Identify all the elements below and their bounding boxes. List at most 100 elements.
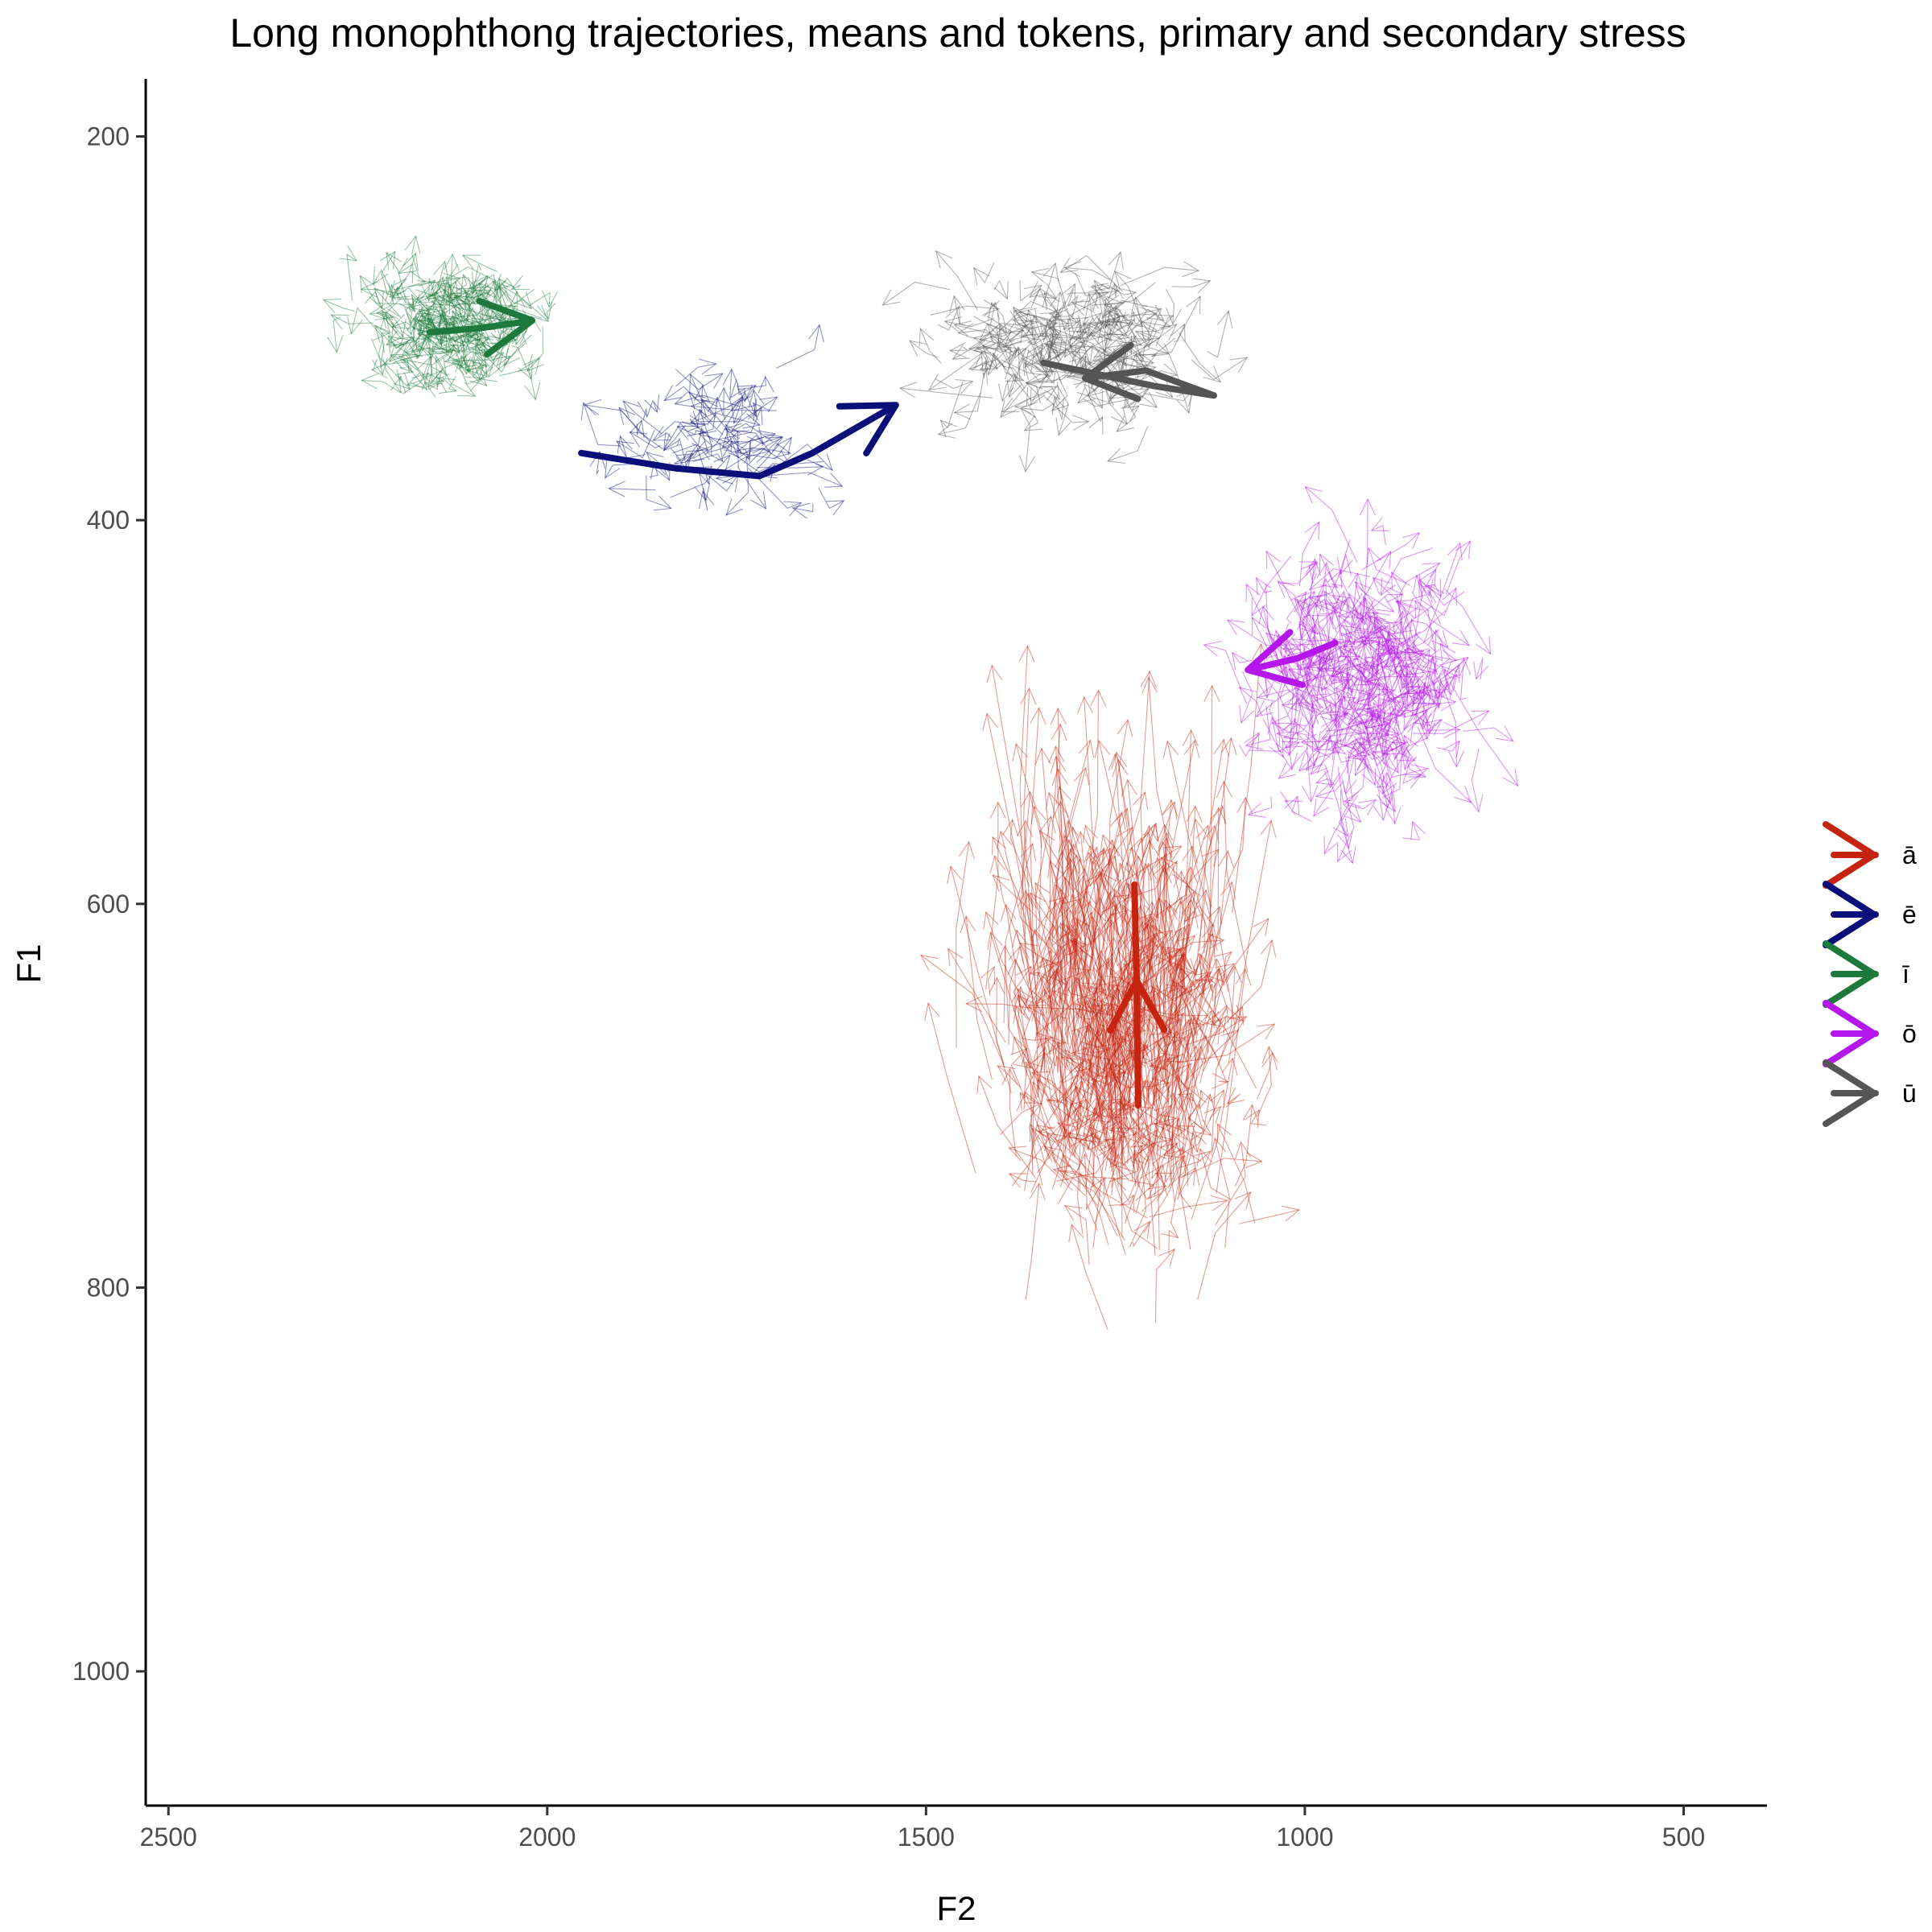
token-arrowhead bbox=[361, 373, 379, 390]
token-line bbox=[1251, 617, 1278, 668]
token-line bbox=[1352, 665, 1397, 704]
token-arrowhead bbox=[1201, 932, 1218, 952]
token-line bbox=[1147, 1075, 1157, 1256]
token-arrowhead bbox=[1382, 707, 1398, 726]
token-arrowhead bbox=[1410, 690, 1427, 708]
token-arrowhead bbox=[1096, 957, 1113, 976]
token-arrowhead bbox=[1265, 550, 1282, 569]
token-arrowhead bbox=[1410, 764, 1430, 781]
token-arrowhead bbox=[1119, 1194, 1134, 1213]
token-line bbox=[1034, 988, 1119, 1142]
token-arrowhead bbox=[1294, 691, 1311, 711]
token-arrowhead bbox=[1156, 836, 1173, 856]
token-arrowhead bbox=[1117, 1097, 1134, 1117]
token-line bbox=[1080, 1004, 1113, 1020]
token-line bbox=[1063, 923, 1141, 1187]
token-arrowhead bbox=[1112, 1019, 1129, 1038]
token-arrowhead bbox=[1414, 649, 1430, 668]
token-line bbox=[407, 347, 436, 386]
token-line bbox=[1109, 1133, 1114, 1158]
token-line bbox=[1369, 631, 1393, 668]
token-line bbox=[1192, 1015, 1214, 1072]
token-line bbox=[1385, 609, 1447, 654]
token-line bbox=[1050, 316, 1059, 325]
legend-label: ū bbox=[1902, 1079, 1917, 1108]
token-arrowhead bbox=[1236, 796, 1253, 815]
token-line bbox=[1071, 937, 1095, 960]
token-arrowhead bbox=[1081, 1042, 1098, 1061]
token-arrowhead bbox=[1418, 578, 1434, 597]
token-line bbox=[1400, 658, 1412, 680]
token-arrowhead bbox=[1232, 651, 1249, 671]
token-line bbox=[663, 424, 686, 451]
token-line bbox=[1135, 897, 1183, 981]
token-line bbox=[1074, 869, 1104, 1056]
token-line bbox=[1297, 661, 1309, 708]
token-line bbox=[1382, 698, 1399, 774]
token-line bbox=[369, 312, 401, 338]
token-line bbox=[1177, 982, 1197, 1043]
token-arrowhead bbox=[1176, 1125, 1195, 1141]
token-arrowhead bbox=[1052, 800, 1069, 819]
token-line bbox=[1340, 790, 1353, 864]
token-line bbox=[528, 291, 551, 308]
token-line bbox=[1113, 1060, 1141, 1170]
token-line bbox=[1404, 658, 1438, 695]
token-line bbox=[1107, 1071, 1124, 1128]
token-line bbox=[1098, 741, 1135, 880]
token-arrowhead bbox=[1398, 661, 1415, 679]
token-arrowhead bbox=[1307, 623, 1323, 642]
token-line bbox=[1077, 1029, 1105, 1111]
token-line bbox=[1055, 756, 1077, 915]
token-arrowhead bbox=[461, 355, 478, 374]
token-line bbox=[417, 319, 438, 336]
token-arrowhead bbox=[1059, 309, 1079, 325]
token-arrowhead bbox=[1451, 630, 1471, 646]
token-arrowhead bbox=[1111, 1050, 1128, 1069]
token-arrowhead bbox=[410, 372, 428, 391]
token-line bbox=[1377, 654, 1384, 671]
legend-item: ō bbox=[1823, 1000, 1917, 1067]
token-arrowhead bbox=[1112, 888, 1128, 907]
token-arrowhead bbox=[1426, 668, 1443, 687]
token-line bbox=[434, 318, 488, 332]
token-arrowhead bbox=[393, 372, 411, 390]
token-arrowhead bbox=[1335, 687, 1352, 705]
token-arrowhead bbox=[1088, 1131, 1104, 1150]
token-line bbox=[1060, 924, 1078, 1000]
token-line bbox=[461, 310, 494, 327]
token-arrowhead bbox=[1087, 1004, 1106, 1020]
token-arrowhead bbox=[1110, 984, 1129, 1001]
token-arrowhead bbox=[1034, 1046, 1051, 1065]
token-arrowhead bbox=[471, 332, 489, 349]
token-arrowhead bbox=[1361, 767, 1377, 786]
token-arrowhead bbox=[1307, 669, 1322, 689]
token-arrowhead bbox=[1165, 1008, 1182, 1027]
token-line bbox=[979, 323, 1026, 341]
token-line bbox=[1393, 620, 1457, 662]
token-line bbox=[1102, 1024, 1117, 1102]
token-arrowhead bbox=[1006, 379, 1022, 398]
token-arrowhead bbox=[1070, 939, 1088, 957]
token-line bbox=[1043, 366, 1056, 385]
token-arrowhead bbox=[1315, 783, 1334, 799]
token-arrowhead bbox=[1337, 609, 1356, 626]
token-line bbox=[1282, 701, 1323, 708]
token-line bbox=[1436, 741, 1460, 752]
token-line bbox=[1022, 325, 1051, 357]
token-line bbox=[757, 466, 824, 469]
token-line bbox=[1083, 395, 1142, 407]
token-line bbox=[1133, 312, 1161, 334]
token-arrowhead bbox=[1152, 939, 1169, 959]
token-arrowhead bbox=[1168, 896, 1184, 915]
token-line bbox=[1054, 396, 1064, 420]
token-arrowhead bbox=[1139, 933, 1156, 952]
token-arrowhead bbox=[1063, 261, 1082, 278]
token-arrowhead bbox=[1044, 382, 1060, 401]
chart-title: Long monophthong trajectories, means and… bbox=[229, 10, 1686, 56]
token-line bbox=[1057, 1098, 1121, 1145]
token-line bbox=[1171, 280, 1211, 287]
token-line bbox=[1335, 687, 1378, 766]
token-line bbox=[1217, 966, 1236, 1067]
token-line bbox=[1013, 307, 1035, 337]
